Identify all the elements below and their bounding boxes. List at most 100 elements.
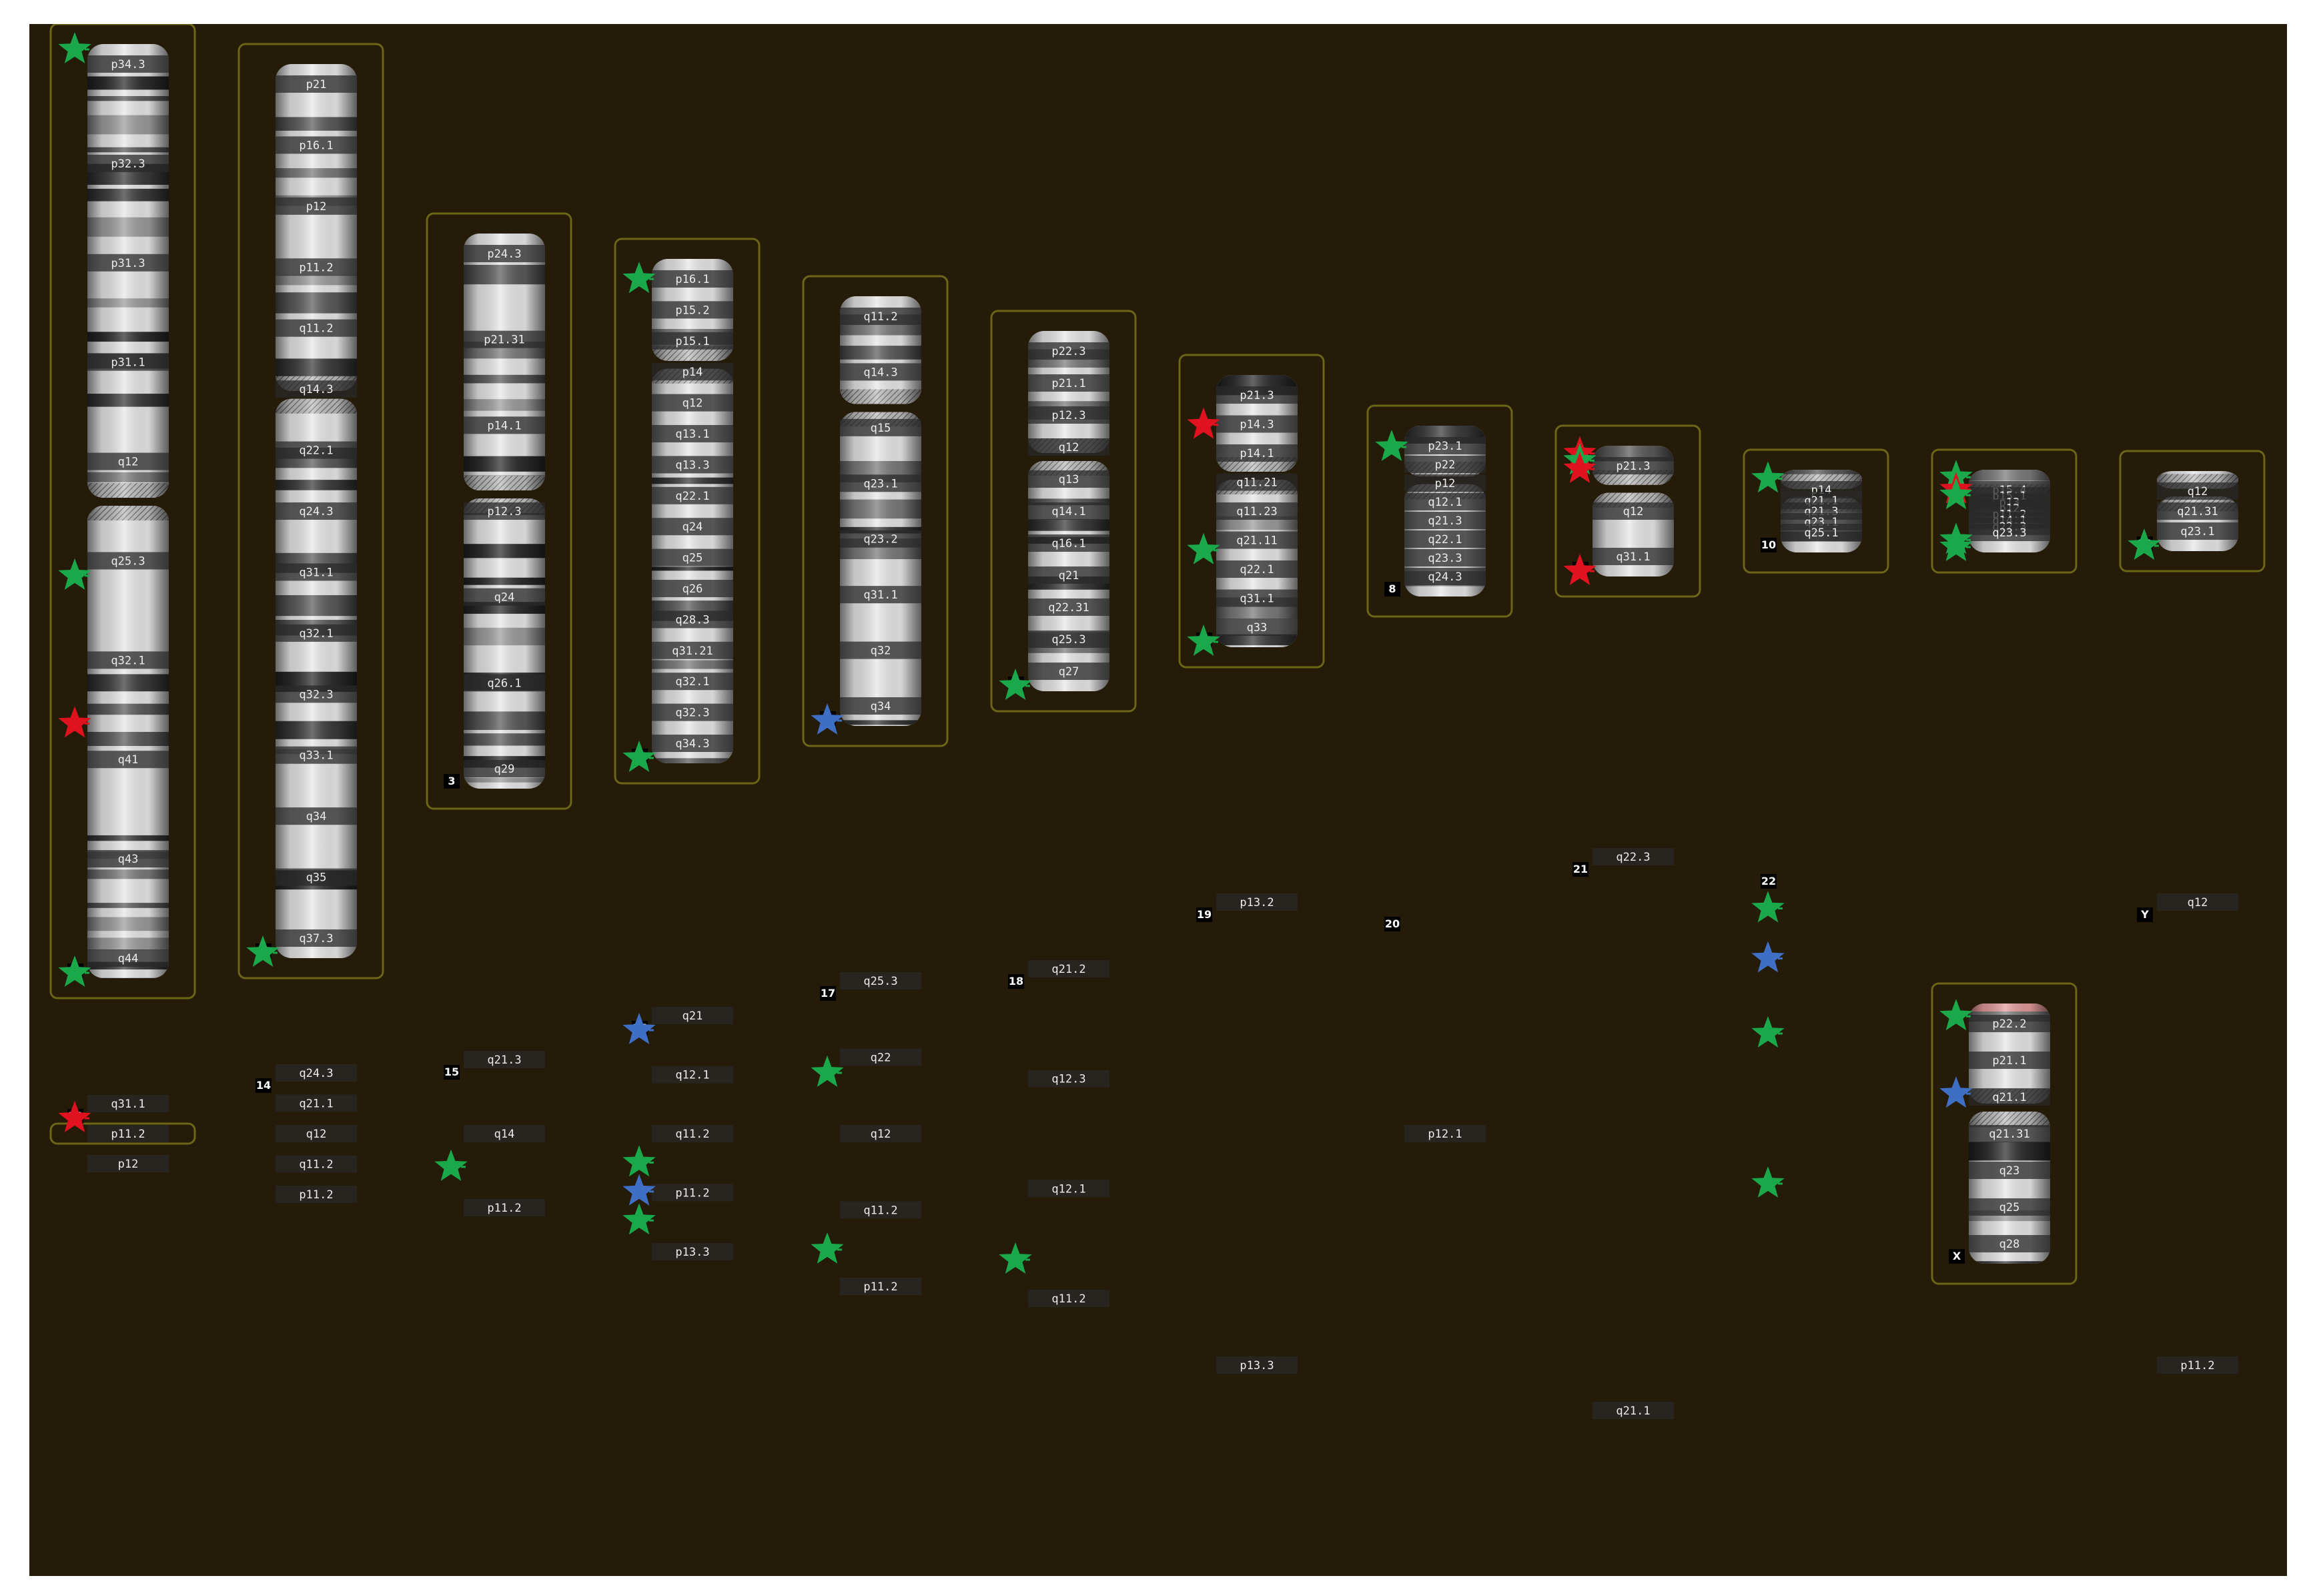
green-star-marker[interactable]: [246, 935, 280, 967]
band-label: q22.1: [299, 444, 333, 458]
band-marker: [1592, 848, 1674, 865]
green-star-marker[interactable]: [622, 262, 656, 294]
green-star-marker[interactable]: [622, 1203, 656, 1235]
green-star-marker[interactable]: [434, 1149, 468, 1181]
band-label: p23.1: [1428, 440, 1462, 453]
green-star-marker[interactable]: [622, 1145, 656, 1177]
band-label: q31.1: [111, 1098, 145, 1111]
red-star-marker[interactable]: [1563, 452, 1596, 483]
band-marker: [276, 807, 357, 825]
chromosome-22[interactable]: 22: [1751, 874, 1862, 1270]
band-marker: [276, 746, 357, 764]
band-marker: [276, 441, 357, 459]
band-label: p14.3: [1240, 418, 1274, 432]
chromosome-20[interactable]: p12.1 20: [1384, 917, 1486, 1176]
green-star-marker[interactable]: [58, 32, 91, 63]
chromosome-1[interactable]: p34.3 p32.3 p31.3 p31.1 q12 q25.3 q32.1 q41 q43 q…: [49, 24, 196, 1000]
blue-star-marker[interactable]: [622, 1013, 656, 1044]
chromosome-8[interactable]: p23.1 p22 p12 q12.1 q21.3 q22.1 q23.3 q24.3 8: [1366, 404, 1513, 618]
band-label: p11.2: [299, 1188, 333, 1202]
green-star-marker[interactable]: [1751, 1166, 1785, 1198]
chromosome-id-badge: [444, 774, 460, 789]
band-label: p22.3: [1051, 345, 1085, 358]
band-marker: [1216, 893, 1298, 911]
band-marker: [840, 641, 921, 659]
band-label: p11.2: [863, 1280, 897, 1294]
green-star-marker[interactable]: [1751, 461, 1785, 493]
chromosome-3[interactable]: p24.3 p21.31 p14.1 p12.3 q24 q26.1 q29 3: [426, 212, 572, 810]
chromosome-6[interactable]: p22.3 p21.1 p12.3 q12 q13 q14.1 q16.1 q21 q22.31…: [990, 310, 1137, 713]
green-star-marker[interactable]: [1375, 430, 1408, 461]
green-star-marker[interactable]: [1187, 532, 1220, 564]
green-star-marker[interactable]: [2128, 528, 2161, 560]
band-marker: [1216, 619, 1298, 636]
band-marker: [652, 456, 733, 474]
green-star-marker[interactable]: [1751, 891, 1785, 923]
chromosome-frame: [614, 238, 761, 785]
green-star-marker[interactable]: [1939, 530, 1973, 561]
band-marker: [1028, 342, 1109, 360]
chromosome-19[interactable]: p13.3 p13.2 19: [1196, 893, 1298, 1374]
band-marker: [840, 972, 921, 989]
green-star-marker[interactable]: [999, 669, 1032, 700]
chromosome-y[interactable]: p11.2 q12 Y: [2137, 893, 2238, 1374]
red-star-marker[interactable]: [1563, 554, 1596, 585]
chromosome-17[interactable]: p11.2 q11.2 q12 q22 q25.3 17: [811, 972, 921, 1295]
green-star-marker[interactable]: [1939, 478, 1973, 510]
chromosome-id-badge: [1008, 974, 1024, 989]
chromosome-id-badge: [444, 1065, 460, 1080]
chromosome-frame: [426, 212, 572, 810]
band-marker: [1028, 438, 1109, 456]
green-star-marker[interactable]: [58, 558, 91, 590]
chromosome-2[interactable]: p21 p16.1 p12 p11.2 q11.2 q14.3 q22.1 q24.3 q31.…: [238, 43, 384, 979]
green-star-marker[interactable]: [58, 955, 91, 987]
chromosome-14[interactable]: p11.2 q11.2 q12 q21.1 q24.3 14: [256, 1064, 357, 1203]
band-label: q23.2: [863, 533, 897, 546]
band-label: p21.1: [1051, 377, 1085, 390]
band-label: q12.1: [1051, 1182, 1085, 1196]
chromosome-18[interactable]: q11.2 q12.1 q12.3 q21.2 18: [999, 960, 1109, 1307]
green-star-marker[interactable]: [1751, 1016, 1785, 1048]
green-star-marker[interactable]: [1187, 625, 1220, 656]
blue-star-marker[interactable]: [1751, 941, 1785, 973]
band-marker: [840, 363, 921, 381]
green-star-marker[interactable]: [811, 1055, 844, 1087]
band-label: p12: [1435, 477, 1456, 490]
red-star-marker[interactable]: [1187, 407, 1220, 439]
chromosome-id-label: 18: [1009, 975, 1023, 987]
band-marker: [464, 330, 545, 348]
chromosome-7[interactable]: p21.3 p14.3 p14.1 q11.21 q11.23 q21.11 q22.1 q3…: [1178, 354, 1325, 669]
red-star-marker[interactable]: [58, 1101, 91, 1132]
chromosome-x[interactable]: p22.2 p21.1 q21.1 q21.31 q23 q25 q28 X: [1931, 982, 2077, 1285]
blue-star-marker[interactable]: [622, 1174, 656, 1206]
green-star-marker[interactable]: [622, 741, 656, 772]
red-star-marker[interactable]: [58, 706, 91, 738]
chromosome-21[interactable]: q21.1 q22.3 21: [1572, 848, 1674, 1419]
band-marker: [464, 1051, 545, 1068]
green-star-marker[interactable]: [999, 1242, 1032, 1274]
band-marker: [652, 611, 733, 629]
blue-star-marker[interactable]: [811, 703, 844, 735]
band-marker: [1592, 457, 1674, 474]
band-label: q11.21: [1236, 476, 1277, 490]
band-label: q25: [1999, 1201, 2020, 1214]
green-star-marker[interactable]: [811, 1232, 844, 1264]
karyotype-ideogram: p34.3 p32.3 p31.3 p31.1 q12 q25.3 q32.1 q41 q43 q…: [49, 24, 2266, 1419]
band-label: q12: [871, 1128, 891, 1141]
band-label: q12: [2188, 485, 2208, 498]
green-star-marker[interactable]: [1939, 999, 1973, 1031]
band-marker: [1216, 502, 1298, 520]
band-label: p12.3: [487, 505, 521, 518]
band-label: q26: [682, 582, 703, 596]
blue-star-marker[interactable]: [1939, 1076, 1973, 1108]
band-marker: [276, 1094, 357, 1112]
chromosome-15[interactable]: p11.2 q14 q21.3 15: [434, 1051, 545, 1216]
chromosome-4[interactable]: p16.1 p15.2 p15.1 p14 q12 q13.1 q13.3 q22.1 q24 q…: [614, 238, 761, 785]
